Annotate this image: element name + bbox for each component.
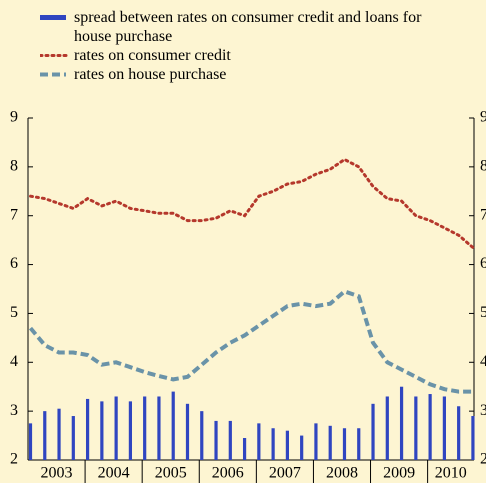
y2-tick-label: 8 [480, 158, 486, 175]
bar [228, 420, 232, 460]
y2-tick-label: 6 [480, 255, 486, 272]
bar [342, 428, 347, 460]
y-tick-label: 8 [10, 158, 18, 175]
bar [43, 411, 47, 460]
bar [185, 403, 190, 460]
bar [28, 423, 33, 460]
x-tick-label: 2007 [269, 465, 301, 482]
y2-tick-label: 2 [480, 451, 486, 468]
bar [100, 401, 104, 460]
bar [471, 416, 475, 460]
bar [128, 401, 133, 460]
y2-tick-label: 5 [480, 304, 486, 321]
y2-tick-label: 9 [480, 109, 486, 126]
x-tick-label: 2010 [435, 465, 467, 482]
bar [314, 423, 318, 460]
bar [300, 435, 304, 460]
bar [399, 386, 404, 460]
x-tick-label: 2006 [212, 465, 244, 482]
bar [442, 396, 446, 460]
y-tick-label: 9 [10, 109, 18, 126]
y-tick-label: 4 [10, 353, 18, 370]
y-tick-label: 5 [10, 304, 18, 321]
y2-tick-label: 4 [480, 353, 486, 370]
y2-tick-label: 7 [480, 206, 486, 223]
bar [257, 423, 261, 460]
x-tick-label: 2008 [326, 465, 358, 482]
y-tick-label: 7 [10, 206, 18, 223]
legend: spread between rates on consumer credit … [40, 8, 446, 84]
bar [200, 411, 204, 460]
bar [414, 396, 418, 460]
bar [57, 408, 61, 460]
bar [385, 396, 389, 460]
bar [71, 416, 75, 460]
legend-item: spread between rates on consumer credit … [40, 8, 446, 46]
bar [457, 406, 461, 460]
legend-label: rates on consumer credit [74, 47, 231, 64]
y-tick-label: 6 [10, 255, 18, 272]
legend-key [40, 72, 66, 77]
y-tick-label: 2 [10, 451, 18, 468]
legend-key [40, 54, 68, 57]
y2-tick-label: 3 [480, 402, 486, 419]
legend-item: rates on house purchase [40, 65, 446, 84]
bar [114, 396, 118, 460]
bar [357, 428, 361, 460]
bar [428, 394, 432, 460]
bar [242, 438, 247, 460]
bar [371, 403, 375, 460]
legend-label: rates on house purchase [74, 66, 227, 83]
bar [214, 420, 218, 460]
legend-label: spread between rates on consumer credit … [74, 9, 422, 45]
bar [285, 430, 289, 460]
y-tick-label: 3 [10, 402, 18, 419]
bar [85, 398, 90, 460]
x-tick-label: 2003 [41, 465, 73, 482]
x-tick-label: 2005 [155, 465, 187, 482]
bar [171, 391, 175, 460]
x-tick-label: 2004 [98, 465, 130, 482]
bar [271, 428, 275, 460]
bar [143, 396, 147, 460]
line [29, 157, 475, 249]
bar [157, 396, 161, 460]
x-tick-label: 2009 [383, 465, 415, 482]
bar [328, 425, 332, 460]
legend-key [40, 15, 66, 20]
legend-item: rates on consumer credit [40, 46, 446, 65]
line [28, 289, 473, 394]
